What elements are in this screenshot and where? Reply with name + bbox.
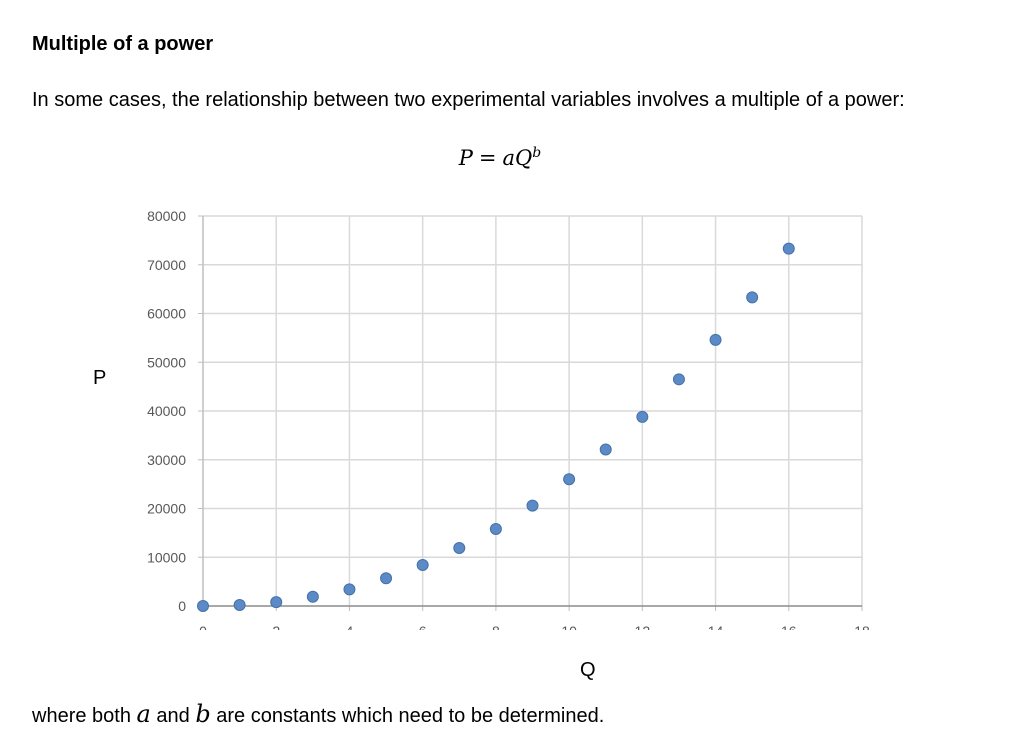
data-point <box>599 443 612 456</box>
x-tick-label: 6 <box>419 623 427 630</box>
x-tick-label: 4 <box>346 623 354 630</box>
data-point <box>636 410 649 423</box>
y-tick-label: 40000 <box>147 403 186 419</box>
x-tick-label: 14 <box>708 623 724 630</box>
x-tick-label: 0 <box>199 623 207 630</box>
data-point <box>380 572 393 585</box>
data-point <box>526 499 539 512</box>
data-point <box>746 291 759 304</box>
y-tick-label: 20000 <box>147 501 186 517</box>
y-tick-label: 0 <box>178 598 186 614</box>
y-tick-label: 80000 <box>147 208 186 224</box>
formula-lhs: P <box>458 146 473 170</box>
outro-var-a: a <box>136 700 151 728</box>
formula-coef: a <box>502 146 516 170</box>
y-tick-label: 70000 <box>147 257 186 273</box>
data-point <box>782 242 795 255</box>
y-tick-label: 30000 <box>147 452 186 468</box>
outro-before: where both <box>32 705 137 727</box>
y-tick-label: 10000 <box>147 549 186 565</box>
data-point <box>343 583 356 596</box>
data-point <box>489 522 502 535</box>
scatter-chart: 0 2 4 6 8 10 12 14 16 18 0 10000 20000 30000 40000 5000… <box>147 208 870 630</box>
data-point <box>453 541 466 554</box>
outro-var-b: b <box>195 700 211 728</box>
outro-after: are constants which need to be determine… <box>210 705 605 727</box>
data-point <box>306 590 319 603</box>
x-tick-label: 10 <box>561 623 577 630</box>
formula-equals: = <box>478 146 497 170</box>
power-formula: P = aQb <box>0 145 1000 170</box>
x-tick-label: 12 <box>635 623 651 630</box>
data-point <box>233 599 246 612</box>
x-tick-label: 16 <box>781 623 797 630</box>
data-points <box>197 242 795 612</box>
outro-paragraph: where both a and b are constants which n… <box>32 700 604 728</box>
data-point <box>563 473 576 486</box>
y-tick-label: 50000 <box>147 354 186 370</box>
intro-paragraph: In some cases, the relationship between … <box>32 89 905 111</box>
x-tick-label: 2 <box>272 623 280 630</box>
tick-labels: 0 2 4 6 8 10 12 14 16 18 0 10000 20000 30000 40000 5000… <box>147 208 870 630</box>
data-point <box>416 559 429 572</box>
data-point <box>672 373 685 386</box>
outro-mid: and <box>150 705 196 727</box>
data-point <box>270 596 283 609</box>
x-tick-label: 18 <box>854 623 870 630</box>
data-point <box>709 333 722 346</box>
formula-exponent: b <box>532 145 542 161</box>
axes <box>198 215 863 611</box>
grid-lines <box>203 215 863 606</box>
section-heading: Multiple of a power <box>32 33 214 55</box>
x-axis-title: Q <box>580 659 596 681</box>
y-tick-label: 60000 <box>147 306 186 322</box>
y-axis-title: P <box>93 367 107 389</box>
x-tick-label: 8 <box>492 623 500 630</box>
data-point <box>197 600 209 612</box>
formula-base: Q <box>515 146 533 170</box>
